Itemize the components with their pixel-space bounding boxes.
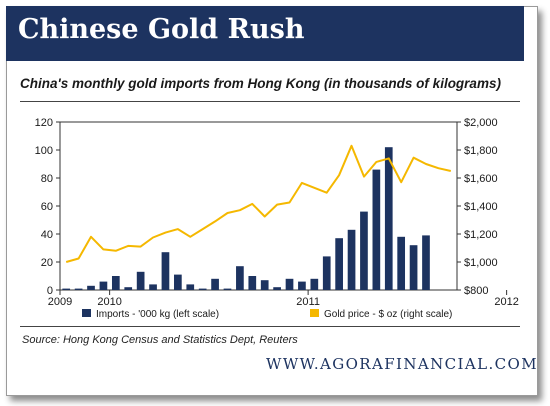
import-bar bbox=[322, 256, 331, 290]
x-axis-tick-label: 2012 bbox=[494, 296, 518, 308]
import-bar bbox=[360, 211, 368, 290]
x-axis-tick-label: 2009 bbox=[48, 296, 72, 308]
import-bar bbox=[174, 274, 182, 290]
import-bar bbox=[161, 252, 170, 290]
import-bar bbox=[111, 276, 120, 290]
import-bar bbox=[186, 284, 195, 290]
top-divider bbox=[20, 101, 520, 102]
left-axis-tick-label: 120 bbox=[35, 117, 53, 129]
left-axis-tick-label: 0 bbox=[47, 285, 53, 297]
brand-url: WWW.AGORAFINANCIAL.COM bbox=[266, 355, 538, 373]
source-note: Source: Hong Kong Census and Statistics … bbox=[22, 334, 298, 346]
import-bar bbox=[298, 281, 306, 290]
right-axis-tick-label: $1,800 bbox=[464, 145, 498, 157]
import-bar bbox=[236, 266, 244, 290]
chart-card bbox=[6, 6, 538, 396]
bottom-divider bbox=[20, 326, 520, 327]
import-bar bbox=[136, 271, 145, 290]
legend-swatch-gold-price bbox=[310, 309, 319, 317]
left-axis-tick-label: 60 bbox=[41, 201, 53, 213]
left-axis-tick-label: 100 bbox=[35, 145, 53, 157]
import-bar bbox=[310, 278, 319, 290]
import-bar bbox=[149, 284, 157, 290]
left-axis-tick-label: 40 bbox=[41, 229, 53, 241]
right-axis-tick-label: $1,400 bbox=[464, 201, 498, 213]
gold-price-line bbox=[65, 144, 452, 263]
import-bar bbox=[62, 288, 71, 290]
right-axis-tick-label: $800 bbox=[464, 285, 488, 297]
import-bar bbox=[422, 235, 430, 290]
x-axis-tick-label: 2011 bbox=[296, 296, 320, 308]
chart-title: Chinese Gold Rush bbox=[18, 14, 305, 45]
import-bar bbox=[285, 278, 294, 290]
import-bar bbox=[223, 288, 232, 290]
import-bar bbox=[409, 245, 418, 290]
chart-subtitle: China's monthly gold imports from Hong K… bbox=[20, 76, 501, 91]
legend-label-gold-price: Gold price - $ oz (right scale) bbox=[324, 309, 452, 320]
left-axis-tick-label: 20 bbox=[41, 257, 53, 269]
right-axis-tick-label: $1,600 bbox=[464, 173, 498, 185]
import-bar bbox=[211, 278, 219, 290]
import-bar bbox=[372, 169, 381, 290]
left-axis-tick-label: 80 bbox=[41, 173, 53, 185]
import-bar bbox=[124, 287, 133, 290]
import-bar bbox=[74, 288, 83, 290]
import-bar bbox=[198, 288, 207, 290]
import-bar bbox=[397, 236, 406, 290]
legend-swatch-imports bbox=[82, 309, 91, 317]
title-banner: Chinese Gold Rush bbox=[6, 6, 524, 61]
x-axis-tick-label: 2010 bbox=[97, 296, 121, 308]
import-bar bbox=[99, 281, 108, 290]
import-bar bbox=[87, 285, 95, 290]
right-axis-tick-label: $2,000 bbox=[464, 117, 498, 129]
right-axis-tick-label: $1,000 bbox=[464, 257, 498, 269]
import-bar bbox=[260, 280, 269, 290]
legend-label-imports: Imports - '000 kg (left scale) bbox=[96, 309, 219, 320]
import-bar bbox=[273, 287, 281, 290]
import-bar bbox=[384, 147, 393, 290]
right-axis-tick-label: $1,200 bbox=[464, 229, 498, 241]
import-bar bbox=[347, 229, 356, 290]
import-bar bbox=[335, 238, 343, 290]
import-bar bbox=[248, 276, 257, 290]
